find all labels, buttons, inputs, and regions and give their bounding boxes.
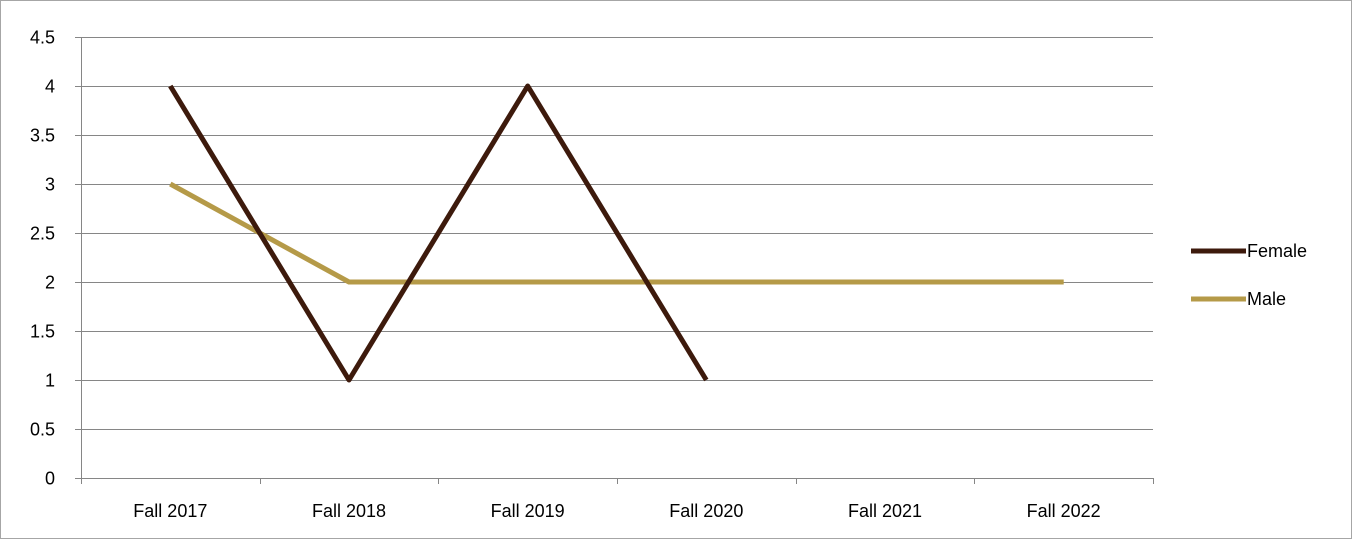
series-line-male <box>169 181 1064 285</box>
y-tick-label: 2.5 <box>30 224 55 244</box>
y-tick-label: 1.5 <box>30 322 55 342</box>
x-tick-label: Fall 2019 <box>491 501 565 521</box>
legend-item-female: Female <box>1191 241 1307 261</box>
series-line-female <box>168 83 709 383</box>
legend-label: Male <box>1247 289 1286 309</box>
x-tick-label: Fall 2017 <box>133 501 207 521</box>
legend-label: Female <box>1247 241 1307 261</box>
x-tick-label: Fall 2021 <box>848 501 922 521</box>
x-tick-label: Fall 2020 <box>669 501 743 521</box>
legend: Female Male <box>1191 241 1307 309</box>
axes <box>75 37 1154 484</box>
y-tick-label: 1 <box>45 371 55 391</box>
y-tick-label: 3 <box>45 175 55 195</box>
y-tick-label: 4 <box>45 77 55 97</box>
y-tick-label: 2 <box>45 273 55 293</box>
series-lines <box>168 83 1064 383</box>
y-tick-label: 4.5 <box>30 28 55 48</box>
y-tick-label: 0 <box>45 469 55 489</box>
x-tick-label: Fall 2018 <box>312 501 386 521</box>
y-tick-label: 0.5 <box>30 420 55 440</box>
x-tick-label: Fall 2022 <box>1027 501 1101 521</box>
y-axis-tick-labels: 0 0.5 1 1.5 2 2.5 3 3.5 4 4.5 <box>30 28 55 489</box>
y-tick-label: 3.5 <box>30 126 55 146</box>
legend-item-male: Male <box>1191 289 1286 309</box>
x-axis-tick-labels: Fall 2017 Fall 2018 Fall 2019 Fall 2020 Fall… <box>133 501 1100 521</box>
